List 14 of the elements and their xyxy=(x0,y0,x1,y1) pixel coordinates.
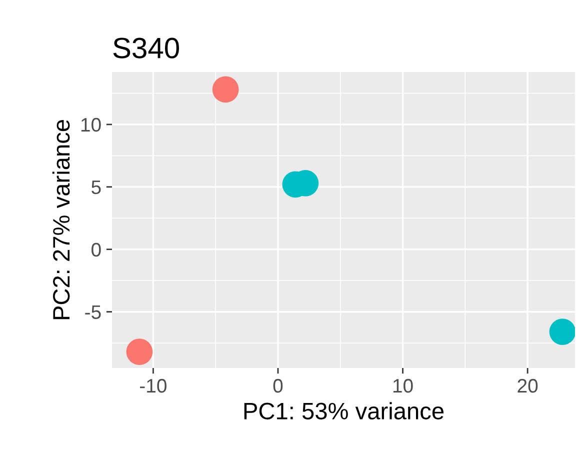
y-tick-label: 5 xyxy=(92,180,101,194)
y-tick-label: 0 xyxy=(92,242,101,257)
y-axis-title: PC2: 27% variance xyxy=(52,120,70,320)
point xyxy=(126,338,153,365)
x-tick-label: -10 xyxy=(140,378,166,393)
chart-title: S340 xyxy=(113,38,179,58)
x-tick-label: 0 xyxy=(273,378,283,393)
x-tick-label: 10 xyxy=(393,378,413,393)
point xyxy=(549,318,575,345)
y-tick-label: -5 xyxy=(85,305,101,320)
point xyxy=(212,76,239,103)
x-axis-title: PC1: 53% variance xyxy=(244,402,444,420)
x-tick-label: 20 xyxy=(518,378,538,393)
y-tick-label: 10 xyxy=(81,118,101,132)
